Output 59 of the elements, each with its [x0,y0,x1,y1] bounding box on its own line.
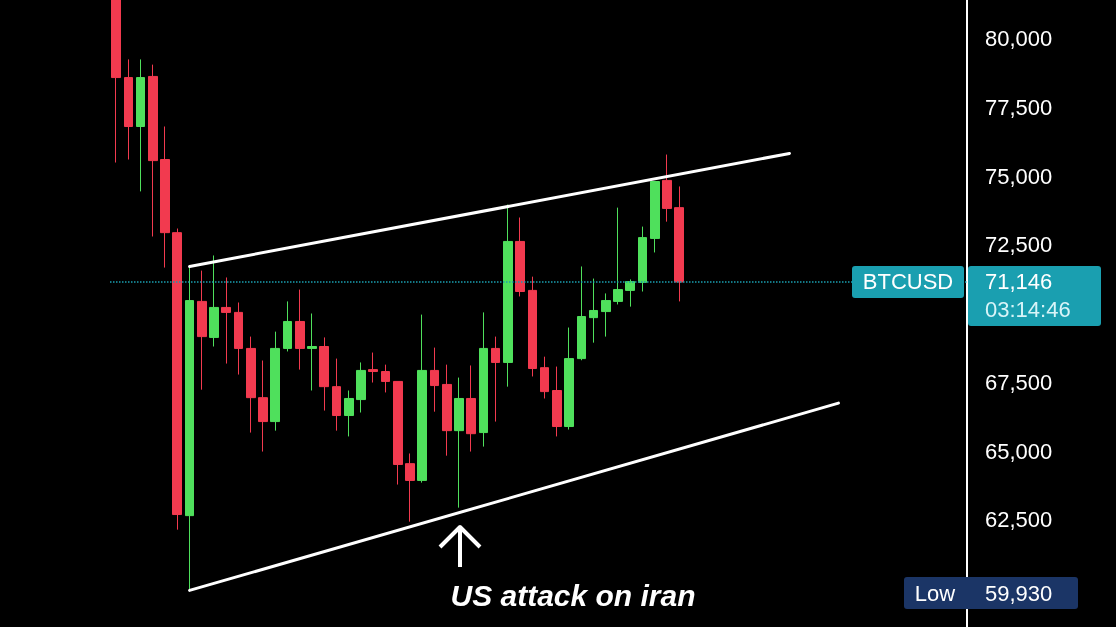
candlestick [442,364,452,457]
candlestick [650,181,660,253]
candlestick [246,336,256,434]
candlestick [540,356,549,399]
candlestick [283,300,292,352]
candlestick [209,254,219,347]
candlestick [307,313,317,391]
y-tick-label: 80,000 [985,26,1053,51]
candlestick [356,361,366,413]
candlestick [577,265,586,361]
candlestick [185,267,194,591]
candlestick [368,352,378,384]
candlestick [564,327,574,431]
candlestick [430,347,439,413]
candlestick [197,270,207,391]
candlestick [172,228,182,531]
candlestick [111,0,121,164]
ref-line-label: BTCUSD [862,269,954,295]
candlestick [393,380,403,486]
candlestick [221,276,231,365]
y-tick-label: 62,500 [985,507,1053,533]
text: 71,146 [985,269,1053,295]
candlestick [601,292,611,338]
candlestick [344,390,354,437]
candlestick [332,358,341,432]
candlestick [295,289,305,371]
candlestick [258,360,268,453]
text: 03:14:46 [985,297,1071,323]
annotation: Low [914,580,956,606]
candlestick [136,58,145,192]
candlestick [381,364,390,393]
candlestick [319,336,329,412]
candlestick [160,126,170,269]
candlestick [466,364,476,453]
candlestick [270,331,280,432]
candlestick [124,58,133,160]
candlestick [234,302,243,376]
candlestick [662,154,672,223]
candlestick [417,314,427,484]
y-tick-label: 72,500 [985,232,1053,258]
y-tick-label: 75,000 [985,163,1053,189]
candlestick [613,207,623,305]
candlestick [589,278,598,344]
candlestick [625,278,635,308]
candlestick [479,311,488,448]
y-tick-label: 67,500 [985,369,1053,395]
candlestick [638,226,647,292]
candlestick [405,452,415,523]
candlestick [674,185,684,302]
y-tick-label: 77,500 [985,94,1053,120]
candlestick [491,336,500,423]
candlestick [528,276,537,377]
candlestick [454,377,464,509]
candlestick [148,64,158,237]
candlestick [552,366,562,437]
candlestick [515,217,525,297]
text: 59,930 [985,580,1053,606]
annotation: US attack on iran [450,578,696,612]
y-tick-label: 65,000 [985,438,1053,464]
